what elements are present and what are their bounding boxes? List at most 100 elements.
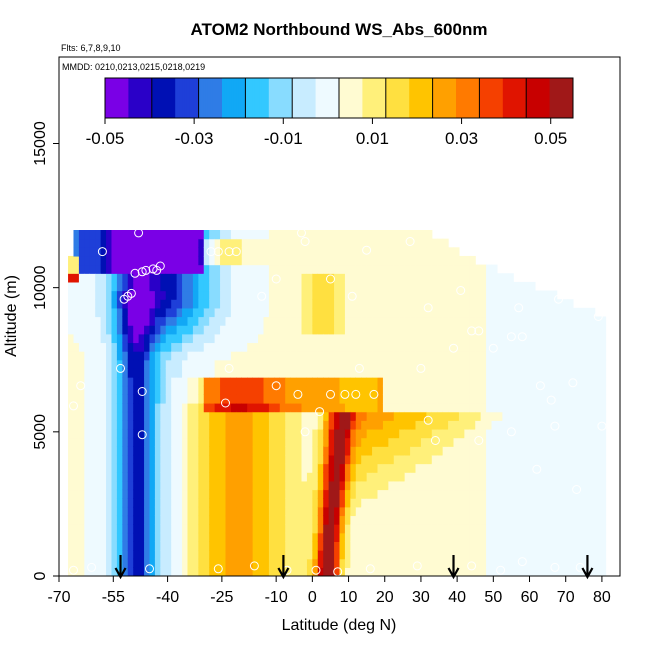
heatmap-cell bbox=[317, 420, 324, 430]
heatmap-cell bbox=[399, 368, 406, 378]
heatmap-cell bbox=[89, 498, 96, 508]
heatmap-cell bbox=[507, 446, 514, 456]
heatmap-cell bbox=[589, 307, 596, 318]
heatmap-cell bbox=[518, 377, 525, 387]
heatmap-cell bbox=[290, 428, 297, 439]
heatmap-cell bbox=[377, 420, 384, 430]
colorbar-segment bbox=[168, 78, 172, 118]
colorbar-segment bbox=[558, 78, 562, 118]
heatmap-cell bbox=[160, 506, 167, 517]
heatmap-cell bbox=[578, 333, 585, 344]
heatmap-cell bbox=[198, 394, 205, 404]
heatmap-cell bbox=[529, 377, 536, 387]
heatmap-cell bbox=[187, 567, 194, 576]
heatmap-cell bbox=[393, 359, 400, 369]
flight-sample-point bbox=[326, 389, 335, 399]
heatmap-cell bbox=[328, 524, 335, 534]
heatmap-cell bbox=[285, 506, 292, 517]
heatmap-cell bbox=[209, 541, 216, 551]
heatmap-cell bbox=[279, 247, 286, 257]
heatmap-cell bbox=[486, 264, 493, 274]
flight-sample-point bbox=[231, 247, 241, 257]
heatmap-cell bbox=[209, 230, 216, 240]
heatmap-cell bbox=[89, 515, 96, 525]
heatmap-cell bbox=[334, 264, 341, 274]
colorbar-segment bbox=[547, 78, 551, 118]
heatmap-cell bbox=[209, 472, 216, 482]
heatmap-cell bbox=[236, 325, 243, 335]
heatmap-cell bbox=[491, 351, 498, 361]
heatmap-cell bbox=[372, 299, 379, 309]
heatmap-cell bbox=[317, 515, 324, 525]
heatmap-cell bbox=[486, 489, 493, 499]
chart-title: ATOM2 Northbound WS_Abs_600nm bbox=[191, 20, 488, 39]
heatmap-cell bbox=[241, 489, 248, 499]
heatmap-cell bbox=[187, 411, 194, 421]
heatmap-cell bbox=[268, 325, 275, 335]
heatmap-cell bbox=[236, 247, 243, 257]
heatmap-cell bbox=[236, 307, 243, 318]
heatmap-cell bbox=[496, 377, 503, 387]
heatmap-cell bbox=[241, 454, 248, 465]
heatmap-cell bbox=[312, 325, 319, 335]
heatmap-cell bbox=[458, 437, 465, 447]
y-tick-label: 0 bbox=[32, 571, 49, 580]
heatmap-cell bbox=[198, 238, 205, 248]
heatmap-cell bbox=[453, 325, 460, 335]
heatmap-cell bbox=[513, 325, 520, 335]
heatmap-cell bbox=[583, 333, 590, 344]
heatmap-cell bbox=[89, 247, 96, 257]
colorbar-segment bbox=[128, 78, 132, 118]
heatmap-cell bbox=[578, 351, 585, 361]
heatmap-cell bbox=[518, 472, 525, 482]
heatmap-cell bbox=[344, 316, 351, 326]
heatmap-cell bbox=[258, 281, 265, 292]
heatmap-cell bbox=[317, 532, 324, 542]
heatmap-cell bbox=[437, 480, 444, 491]
heatmap-cell bbox=[415, 515, 422, 525]
heatmap-cell bbox=[89, 541, 96, 551]
heatmap-cell bbox=[106, 411, 113, 421]
heatmap-cell bbox=[241, 437, 248, 447]
heatmap-cell bbox=[404, 377, 411, 387]
heatmap-cell bbox=[458, 489, 465, 499]
colorbar-segment bbox=[448, 78, 452, 118]
heatmap-cell bbox=[296, 255, 303, 266]
heatmap-cell bbox=[431, 290, 438, 300]
heatmap-cell bbox=[583, 472, 590, 482]
flight-sample-point bbox=[423, 415, 433, 425]
heatmap-cell bbox=[562, 333, 569, 344]
heatmap-cell bbox=[556, 454, 563, 465]
heatmap-cell bbox=[133, 255, 140, 266]
heatmap-cell bbox=[296, 281, 303, 292]
heatmap-cell bbox=[95, 255, 102, 266]
heatmap-cell bbox=[301, 307, 308, 318]
heatmap-cell bbox=[372, 351, 379, 361]
heatmap-cell bbox=[296, 273, 303, 283]
heatmap-cell bbox=[182, 333, 189, 344]
heatmap-cell bbox=[469, 307, 476, 318]
heatmap-cell bbox=[399, 385, 406, 395]
heatmap-cell bbox=[268, 238, 275, 248]
heatmap-cell bbox=[160, 403, 167, 413]
heatmap-cell bbox=[469, 472, 476, 482]
heatmap-cell bbox=[198, 403, 205, 413]
heatmap-cell bbox=[366, 394, 373, 404]
heatmap-cell bbox=[382, 463, 389, 473]
heatmap-cell bbox=[361, 558, 368, 568]
heatmap-cell bbox=[491, 403, 498, 413]
heatmap-cell bbox=[486, 273, 493, 283]
colorbar-segment bbox=[360, 78, 363, 118]
heatmap-cell bbox=[252, 498, 259, 508]
heatmap-cell bbox=[268, 351, 275, 361]
heatmap-cell bbox=[95, 281, 102, 292]
heatmap-cell bbox=[453, 273, 460, 283]
heatmap-cell bbox=[334, 489, 341, 499]
heatmap-cell bbox=[578, 532, 585, 542]
colorbar-segment bbox=[254, 78, 258, 118]
heatmap-cell bbox=[382, 506, 389, 517]
heatmap-cell bbox=[230, 541, 237, 551]
heatmap-cell bbox=[496, 524, 503, 534]
heatmap-cell bbox=[448, 524, 455, 534]
heatmap-cell bbox=[393, 454, 400, 465]
